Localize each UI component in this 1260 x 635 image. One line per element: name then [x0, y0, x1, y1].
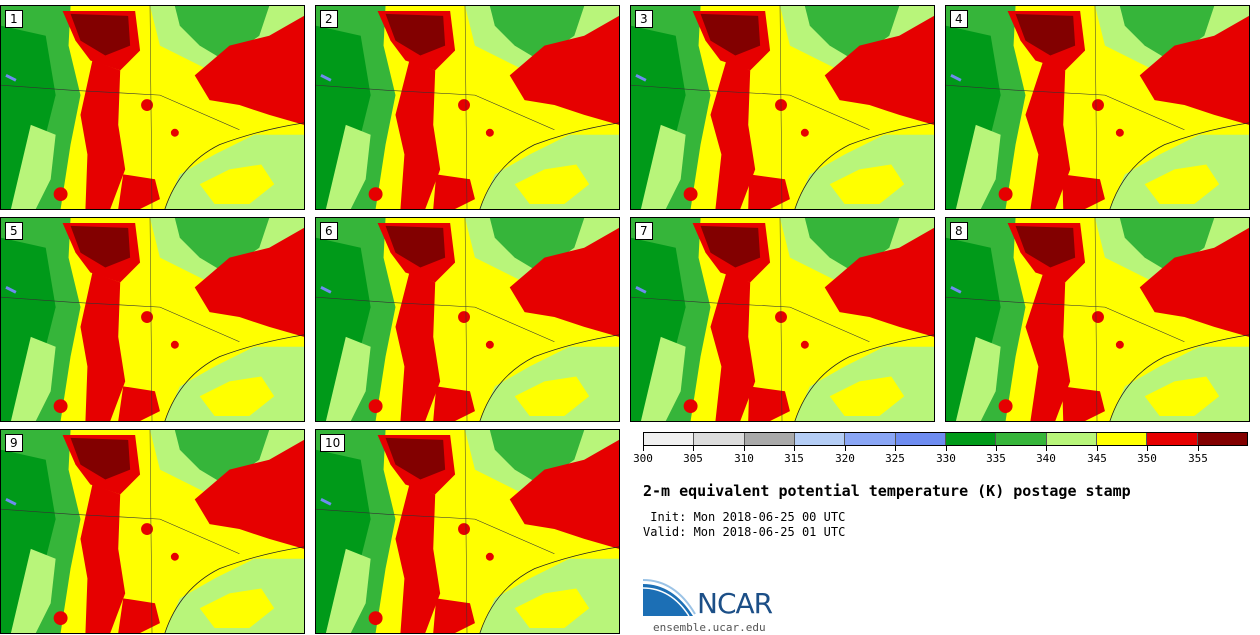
logo-text: NCAR: [697, 587, 773, 620]
colorbar-tick-label: 315: [784, 452, 804, 465]
colorbar-tick: [1046, 446, 1047, 451]
map-panel-3: 3: [630, 5, 935, 210]
colorbar-swatch-5: [895, 433, 946, 445]
website-label: ensemble.ucar.edu: [653, 621, 766, 634]
colorbar-tick-label: 305: [683, 452, 703, 465]
colorbar-swatch-2: [744, 433, 795, 445]
colorbar-tick: [693, 446, 694, 451]
colorbar-swatch-1: [694, 433, 745, 445]
member-number-label: 4: [950, 10, 968, 28]
member-number-label: 6: [320, 222, 338, 240]
colorbar-tick: [1198, 446, 1199, 451]
colorbar-tick-label: 310: [734, 452, 754, 465]
map-title: 2-m equivalent potential temperature (K)…: [643, 482, 1131, 500]
colorbar-tick-label: 355: [1188, 452, 1208, 465]
map-panel-9: 9: [0, 429, 305, 634]
map-panel-6: 6: [315, 217, 620, 422]
member-number-label: 10: [320, 434, 346, 452]
colorbar-swatch-8: [1046, 433, 1097, 445]
map-panel-2: 2: [315, 5, 620, 210]
map-panel-8: 8: [945, 217, 1250, 422]
colorbar-tick-label: 350: [1137, 452, 1157, 465]
colorbar-swatch-7: [996, 433, 1047, 445]
colorbar-swatch-4: [845, 433, 896, 445]
colorbar-ticks: 300 305 310 315 320 325 330 335 340 345 350 355: [633, 446, 1248, 468]
colorbar-swatch-10: [1147, 433, 1198, 445]
member-number-label: 8: [950, 222, 968, 240]
map-panel-7: 7: [630, 217, 935, 422]
colorbar-swatch-11: [1197, 433, 1247, 445]
member-number-label: 2: [320, 10, 338, 28]
colorbar-tick: [996, 446, 997, 451]
colorbar-tick: [1147, 446, 1148, 451]
colorbar: [643, 432, 1248, 446]
colorbar-tick: [845, 446, 846, 451]
colorbar-swatch-3: [794, 433, 846, 445]
member-number-label: 5: [5, 222, 23, 240]
colorbar-tick-label: 335: [986, 452, 1006, 465]
colorbar-tick-label: 330: [936, 452, 956, 465]
map-panel-4: 4: [945, 5, 1250, 210]
colorbar-swatch-0: [644, 433, 695, 445]
ncar-logo-icon: [643, 579, 696, 617]
member-number-label: 3: [635, 10, 653, 28]
colorbar-tick-label: 300: [633, 452, 653, 465]
map-panel-10: 10: [315, 429, 620, 634]
colorbar-tick: [643, 446, 644, 451]
valid-time: Valid: Mon 2018-06-25 01 UTC: [643, 525, 846, 539]
colorbar-tick: [794, 446, 795, 451]
member-number-label: 1: [5, 10, 23, 28]
colorbar-tick-label: 345: [1087, 452, 1107, 465]
map-panel-5: 5: [0, 217, 305, 422]
colorbar-swatch-6: [945, 433, 997, 445]
colorbar-swatch-9: [1096, 433, 1148, 445]
map-panel-1: 1: [0, 5, 305, 210]
colorbar-tick-label: 325: [885, 452, 905, 465]
colorbar-tick: [1097, 446, 1098, 451]
colorbar-tick-label: 320: [835, 452, 855, 465]
init-time: Init: Mon 2018-06-25 00 UTC: [643, 510, 846, 524]
colorbar-tick-label: 340: [1036, 452, 1056, 465]
colorbar-tick: [744, 446, 745, 451]
member-number-label: 7: [635, 222, 653, 240]
member-number-label: 9: [5, 434, 23, 452]
colorbar-tick: [895, 446, 896, 451]
colorbar-tick: [946, 446, 947, 451]
